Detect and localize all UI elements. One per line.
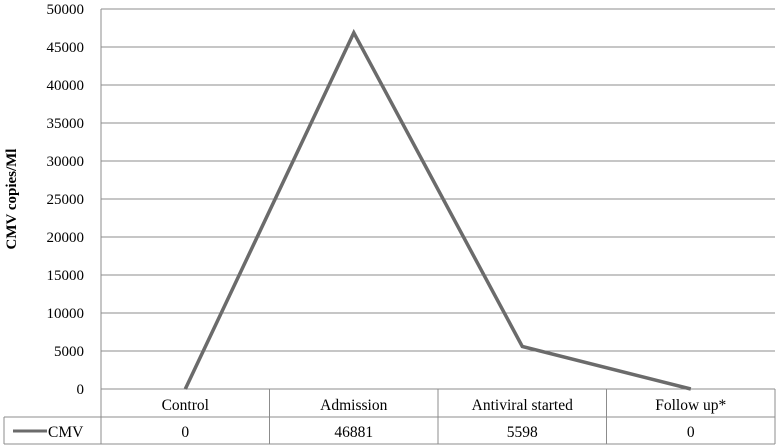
table-value: 46881 [334, 424, 373, 441]
series-cmv [183, 28, 692, 391]
y-tick-label: 10000 [47, 306, 85, 322]
y-tick-label: 20000 [47, 230, 85, 246]
y-tick-label: 30000 [47, 154, 85, 170]
table-value: 0 [181, 424, 189, 441]
category-label: Control [162, 397, 209, 414]
y-tick-label: 5000 [54, 344, 84, 360]
y-tick-label: 40000 [47, 78, 85, 94]
table-value: 5598 [507, 424, 538, 441]
y-tick-label: 45000 [47, 40, 85, 56]
legend-label: CMV [48, 424, 84, 441]
y-tick-label: 35000 [47, 116, 85, 132]
data-table: Control Admission Antiviral started Follow … [3, 389, 776, 445]
y-axis-label: CMV copies/Ml [4, 149, 20, 250]
category-label: Follow up* [655, 397, 726, 414]
y-tick-label: 25000 [47, 192, 85, 208]
gridlines [100, 8, 775, 390]
category-label: Antiviral started [472, 397, 573, 414]
y-tick-label: 15000 [47, 268, 85, 284]
y-axis-ticks: 0 5000 10000 15000 20000 25000 30000 35000 40000… [47, 2, 85, 398]
category-label: Admission [320, 397, 387, 414]
series-line [183, 28, 692, 391]
y-tick-label: 50000 [47, 2, 85, 18]
table-value: 0 [687, 424, 695, 441]
y-tick-label: 0 [77, 382, 85, 398]
